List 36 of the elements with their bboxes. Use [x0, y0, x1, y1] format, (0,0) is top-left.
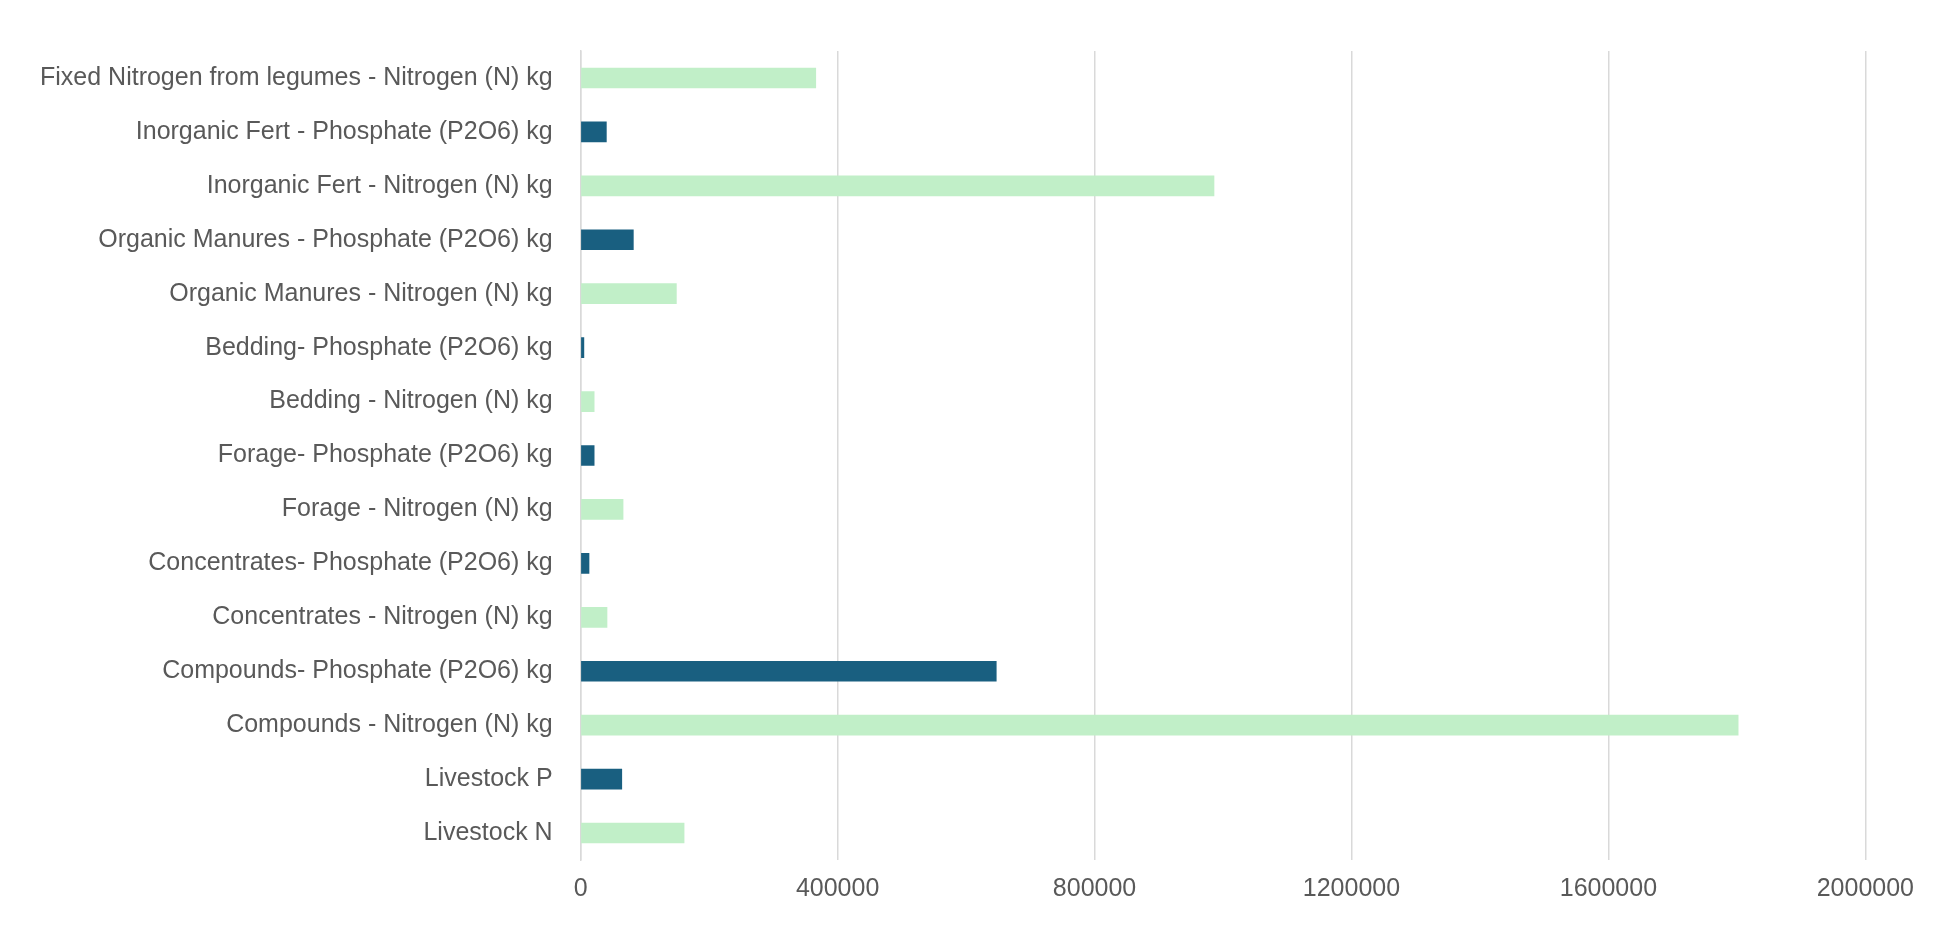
x-tick-label: 800000: [1052, 872, 1137, 901]
y-tick-label: Organic Manures - Nitrogen (N) kg: [169, 277, 553, 306]
bar: [581, 660, 997, 682]
bar: [581, 121, 607, 143]
y-tick-label: Fixed Nitrogen from legumes - Nitrogen (N) kg: [40, 61, 553, 90]
bar: [581, 768, 623, 790]
x-tick-label: 1600000: [1559, 872, 1658, 901]
y-tick-label: Concentrates- Phosphate (P2O6) kg: [148, 547, 553, 576]
y-tick-label: Forage- Phosphate (P2O6) kg: [217, 439, 553, 468]
bar: [581, 606, 608, 628]
x-tick-label: 400000: [795, 872, 880, 901]
x-tick-label: 1200000: [1302, 872, 1401, 901]
bar: [581, 229, 634, 251]
y-tick-label: Compounds - Nitrogen (N) kg: [226, 709, 553, 738]
y-tick-label: Bedding- Phosphate (P2O6) kg: [205, 331, 553, 360]
bar: [581, 714, 1739, 736]
bar: [581, 445, 595, 466]
y-tick-label: Livestock P: [424, 762, 553, 791]
y-tick-label: Bedding - Nitrogen (N) kg: [269, 385, 553, 414]
y-tick-label: Inorganic Fert - Phosphate (P2O6) kg: [135, 115, 553, 144]
y-tick-label: Concentrates - Nitrogen (N) kg: [212, 601, 553, 630]
bar: [581, 283, 677, 305]
bar: [581, 175, 1215, 197]
y-tick-label: Livestock N: [423, 816, 553, 845]
bar: [581, 67, 817, 89]
bar: [581, 553, 590, 574]
bar: [581, 391, 595, 412]
y-tick-label: Organic Manures - Phosphate (P2O6) kg: [98, 223, 553, 252]
y-tick-label: Compounds- Phosphate (P2O6) kg: [162, 655, 553, 684]
bar: [581, 337, 585, 358]
y-tick-label: Forage - Nitrogen (N) kg: [281, 493, 553, 522]
x-tick-label: 2000000: [1816, 872, 1914, 901]
bar: [581, 822, 685, 844]
x-tick-label: 0: [573, 872, 588, 901]
bar: [581, 499, 624, 520]
y-tick-label: Inorganic Fert - Nitrogen (N) kg: [206, 169, 553, 198]
